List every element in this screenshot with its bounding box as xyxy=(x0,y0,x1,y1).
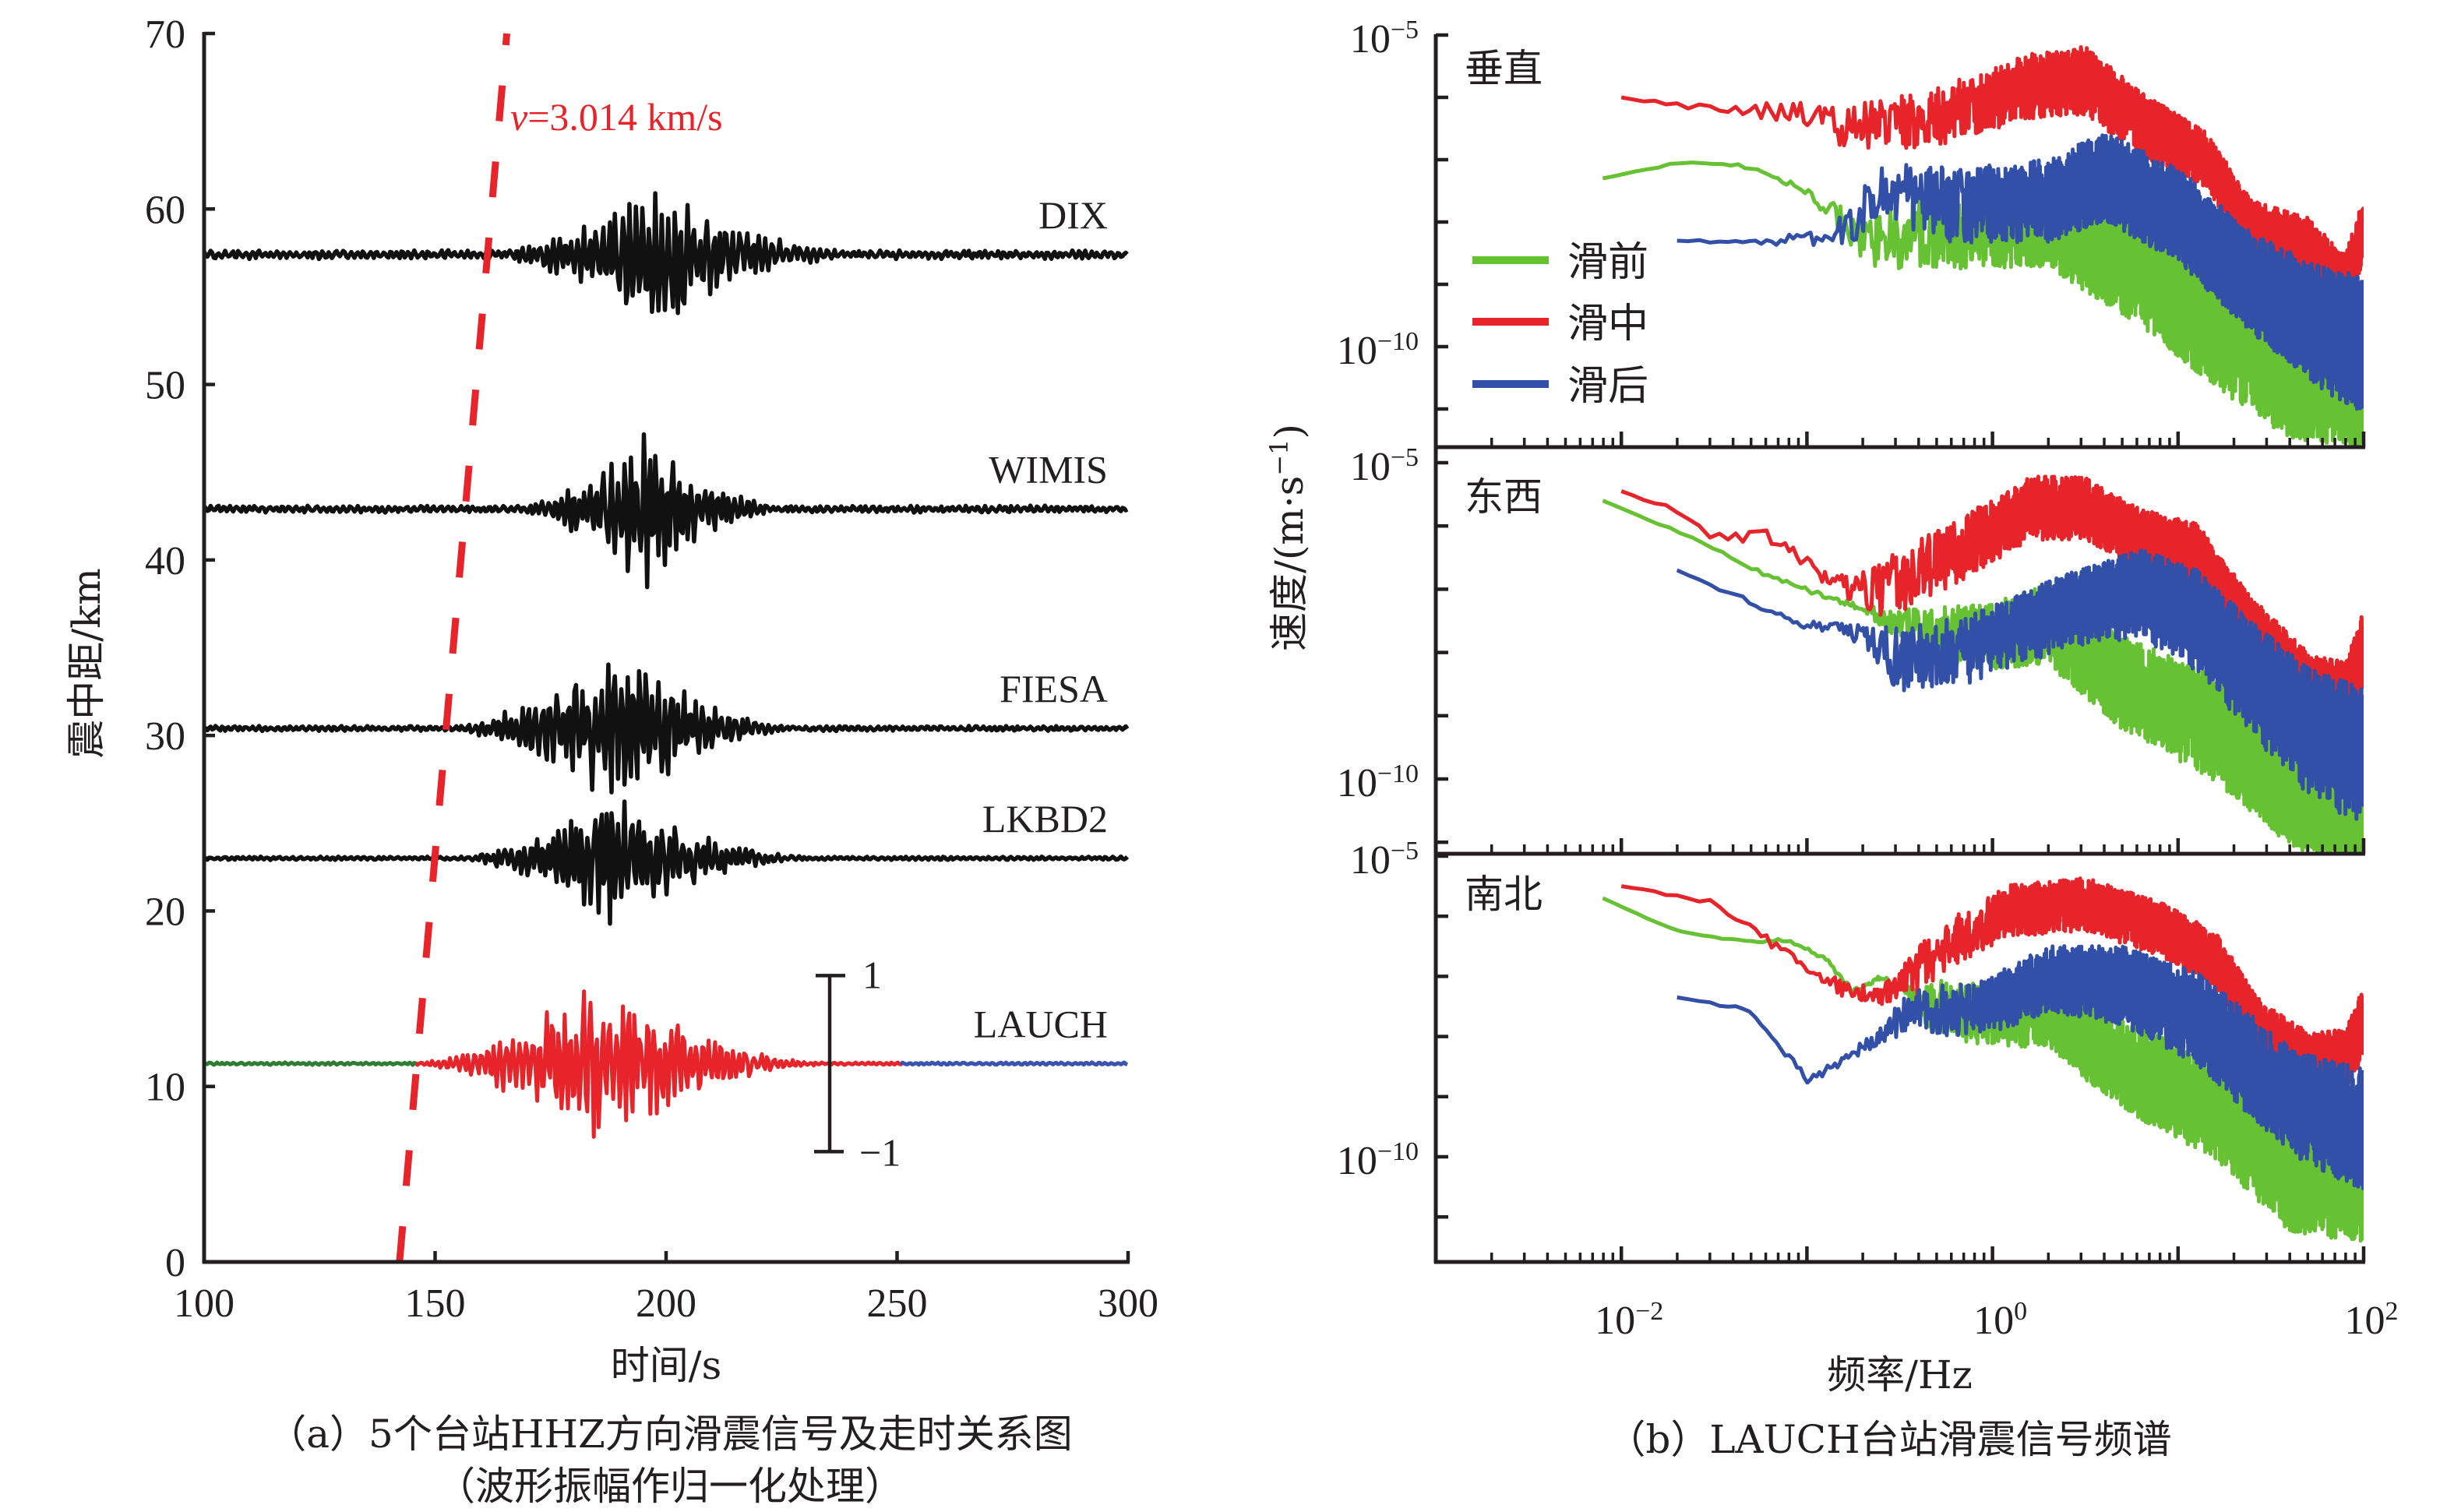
waveform-trace xyxy=(203,432,1129,590)
component-label: 东西 xyxy=(1465,474,1543,520)
y-tick-label: 0 xyxy=(165,1241,185,1285)
x-tick-labels: 10−2 100 102 xyxy=(1595,1297,2398,1344)
station-label: WIMIS xyxy=(989,448,1108,492)
velocity-symbol: v xyxy=(510,95,528,139)
spectrum-line xyxy=(1602,896,2364,1243)
panel-b-spectra: 垂直 东西 南北 滑前 滑中 滑后 1 xyxy=(1264,16,2399,1463)
waveform-segment xyxy=(414,989,904,1139)
legend-item: 滑前 xyxy=(1472,239,1648,286)
x-axis-label: 时间/s xyxy=(611,1343,722,1388)
y-axis-label: 速度/(m·s−1) xyxy=(1264,424,1312,651)
component-label: 垂直 xyxy=(1465,46,1543,91)
waveform-trace xyxy=(202,191,1129,315)
legend-label: 滑后 xyxy=(1567,363,1648,410)
x-axis-label: 频率/Hz xyxy=(1827,1352,1973,1397)
station-label: LKBD2 xyxy=(982,797,1108,841)
panel-a-axes: 0 10 20 30 40 50 60 70 100 150 200 250 300 xyxy=(145,12,1158,1326)
waveform-trace xyxy=(203,799,1130,926)
scale-bar-max-label: 1 xyxy=(862,953,882,996)
legend-item: 滑后 xyxy=(1472,363,1648,410)
x-tick-label: 250 xyxy=(867,1281,928,1326)
y-axis-label: 震中距/km xyxy=(64,568,109,759)
spectrum-line xyxy=(1676,548,2364,821)
panel-a-seismograms: v=3.014 km/s DIX WIMIS FIESA LKBD2 LAUCH 1 −… xyxy=(64,12,1158,1509)
y-tick-label: 40 xyxy=(145,539,185,583)
legend-label: 滑中 xyxy=(1567,301,1648,347)
spectrum-line xyxy=(1677,944,2364,1191)
y-tick-label: 70 xyxy=(145,12,185,57)
x-tick-label: 200 xyxy=(636,1281,696,1326)
waveform-trace xyxy=(203,662,1130,795)
y-tick-labels: 10−5 10−10 10−5 10−10 10−5 10−10 xyxy=(1337,16,1419,1184)
x-tick-label: 100 xyxy=(1973,1297,2027,1344)
spectra-lines xyxy=(1602,876,2364,1243)
y-tick-label: 30 xyxy=(145,714,185,759)
amplitude-scale-bar: 1 −1 xyxy=(814,953,901,1174)
x-tick-label: 10−2 xyxy=(1595,1297,1663,1344)
spectrum-line xyxy=(1677,133,2364,411)
subplot-axes xyxy=(1433,854,2366,1264)
station-labels: DIX WIMIS FIESA LKBD2 LAUCH xyxy=(974,193,1108,1046)
y-tick-label: 10−5 xyxy=(1350,837,1419,883)
spectra-lines xyxy=(1602,45,2364,446)
station-label: FIESA xyxy=(1000,667,1108,710)
scale-bar-min-label: −1 xyxy=(859,1130,901,1174)
spectra-lines xyxy=(1602,474,2364,852)
y-tick-label: 10−10 xyxy=(1337,760,1419,806)
travel-time-line xyxy=(396,33,511,1263)
x-tick-label: 102 xyxy=(2345,1297,2399,1344)
station-label: LAUCH xyxy=(974,1002,1108,1045)
legend-label: 滑前 xyxy=(1567,239,1648,286)
subplot-north-south: 南北 xyxy=(1433,854,2366,1264)
panel-b-caption: （b）LAUCH台站滑震信号频谱 xyxy=(1606,1417,2171,1462)
waveform-traces xyxy=(202,191,1130,1139)
subplot-east-west: 东西 xyxy=(1433,446,2366,856)
subplot-axes xyxy=(1433,446,2366,856)
component-label: 南北 xyxy=(1465,872,1543,917)
x-tick-label: 100 xyxy=(174,1281,234,1326)
panel-a-caption-note: （波形振幅作归一化处理） xyxy=(436,1464,904,1509)
y-tick-label: 10 xyxy=(145,1066,185,1110)
x-tick-label: 300 xyxy=(1098,1281,1158,1326)
spectrum-line xyxy=(1620,876,2364,1097)
waveform-segment xyxy=(899,1060,1128,1067)
y-tick-label: 50 xyxy=(145,364,185,408)
x-tick-label: 150 xyxy=(405,1281,466,1326)
velocity-label: v=3.014 km/s xyxy=(510,95,723,139)
legend: 滑前 滑中 滑后 xyxy=(1472,239,1648,410)
legend-item: 滑中 xyxy=(1472,301,1648,347)
velocity-value: =3.014 km/s xyxy=(527,95,722,139)
y-tick-label: 60 xyxy=(145,188,185,232)
y-tick-label: 10−5 xyxy=(1350,443,1419,490)
spectrum-line xyxy=(1620,474,2364,738)
subplot-vertical: 垂直 xyxy=(1433,33,2366,449)
panel-a-caption: （a）5个台站HHZ方向滑震信号及走时关系图 xyxy=(267,1412,1073,1457)
waveform-segment xyxy=(203,1060,419,1067)
y-tick-label: 10−10 xyxy=(1337,327,1419,374)
station-label: DIX xyxy=(1038,193,1108,237)
y-tick-label: 20 xyxy=(145,890,185,934)
subplot-axes xyxy=(1433,33,2366,449)
y-tick-label: 10−10 xyxy=(1337,1137,1419,1184)
y-tick-label: 10−5 xyxy=(1350,16,1419,62)
